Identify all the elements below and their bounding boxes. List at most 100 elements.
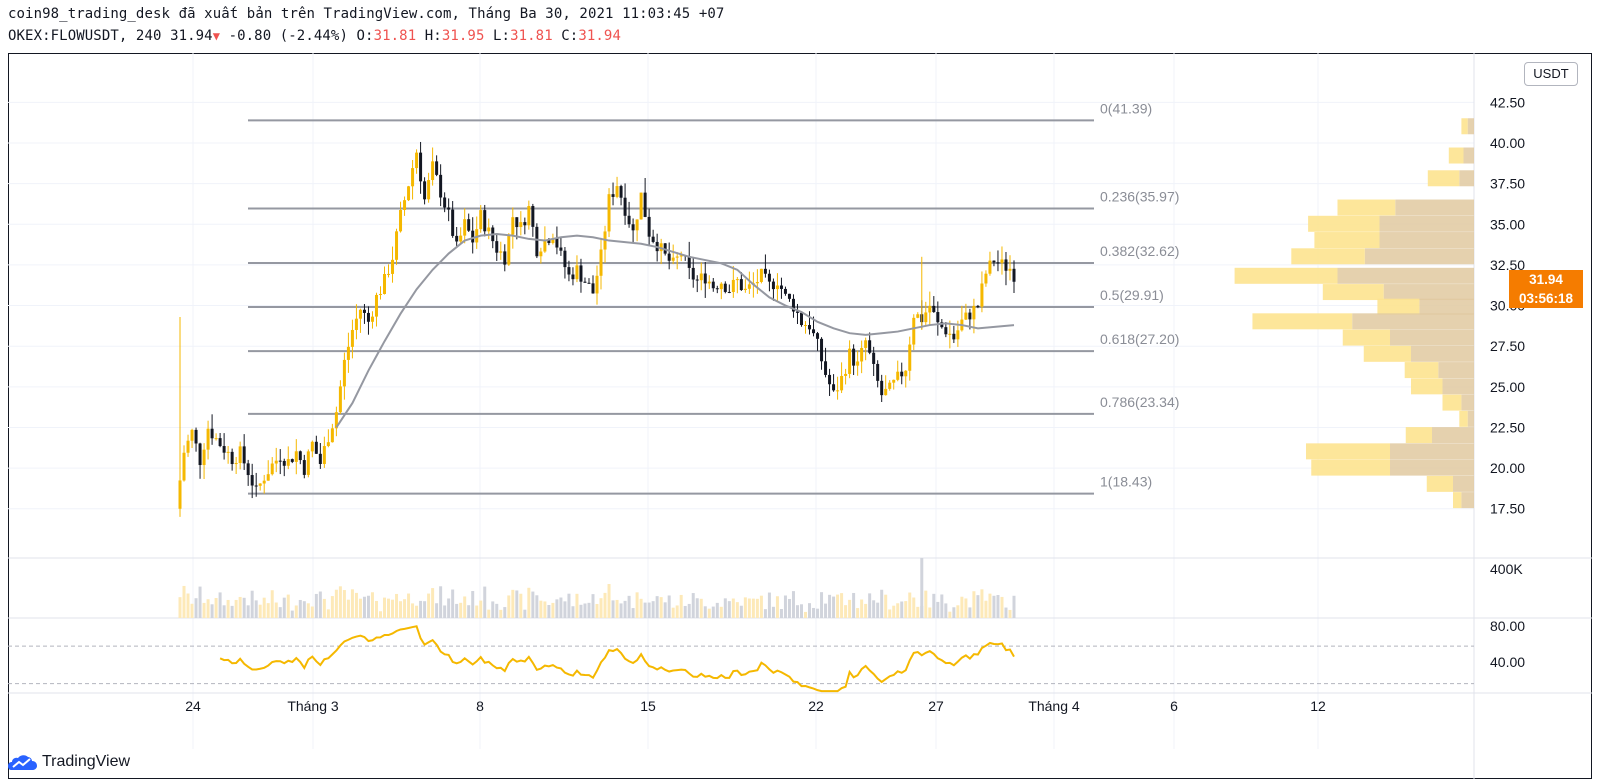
candle-body bbox=[190, 429, 194, 441]
candle-body bbox=[691, 267, 695, 280]
current-price-tag: 31.94 03:56:18 bbox=[1509, 270, 1583, 308]
current-price: 31.94 bbox=[1529, 272, 1563, 287]
time-axis-tick: Tháng 3 bbox=[287, 698, 339, 714]
volume-profile-bar-light bbox=[1377, 298, 1420, 315]
volume-bar bbox=[266, 603, 270, 618]
volume-bar bbox=[988, 593, 992, 618]
candle-body bbox=[419, 152, 423, 182]
fib-level-label: 0.5(29.91) bbox=[1100, 287, 1164, 303]
candle-body bbox=[254, 485, 258, 487]
volume-bar bbox=[996, 595, 1000, 618]
volume-bar bbox=[904, 601, 908, 618]
candle-body bbox=[976, 305, 980, 307]
chart-canvas[interactable]: 0(41.39) 0.236(35.97) 0.382(32.62) 0.5(29.9… bbox=[8, 53, 1592, 779]
candle-body bbox=[659, 243, 663, 252]
candle-body bbox=[455, 235, 459, 242]
candle-body bbox=[900, 371, 904, 377]
volume-profile-bar-dark bbox=[1467, 410, 1474, 427]
volume-bar bbox=[591, 594, 595, 618]
candle-body bbox=[298, 451, 302, 461]
volume-profile-bar-dark bbox=[1467, 118, 1474, 135]
candle-body bbox=[475, 229, 479, 243]
volume-bar bbox=[346, 599, 350, 618]
candle-body bbox=[370, 316, 374, 322]
volume-bar bbox=[671, 607, 675, 618]
volume-bar bbox=[515, 590, 519, 618]
candle-body bbox=[242, 446, 246, 464]
candle-body bbox=[519, 222, 523, 228]
candles bbox=[178, 141, 1016, 517]
volume-bar bbox=[872, 600, 876, 618]
candle-body bbox=[366, 312, 370, 322]
price-axis-tick: 40.00 bbox=[1490, 135, 1525, 151]
volume-bar bbox=[338, 586, 342, 618]
volume-bar bbox=[246, 605, 250, 618]
candle-body bbox=[587, 282, 591, 284]
candle-body bbox=[431, 161, 435, 181]
candle-body bbox=[503, 251, 507, 265]
candle-body bbox=[282, 460, 286, 466]
volume-bar bbox=[711, 606, 715, 618]
candle-body bbox=[182, 452, 186, 481]
candle-body bbox=[731, 279, 735, 292]
candle-body bbox=[599, 249, 603, 276]
candle-body bbox=[463, 219, 467, 236]
candle-body bbox=[892, 379, 896, 383]
candle-body bbox=[912, 317, 916, 345]
candle-body bbox=[735, 279, 739, 281]
candle-body bbox=[226, 451, 230, 453]
volume-bar bbox=[382, 597, 386, 618]
volume-bar bbox=[940, 594, 944, 618]
low-label: L: bbox=[493, 28, 511, 44]
chart-frame[interactable]: 0(41.39) 0.236(35.97) 0.382(32.62) 0.5(29.9… bbox=[8, 53, 1592, 779]
volume-bar bbox=[631, 608, 635, 618]
candle-body bbox=[1008, 268, 1012, 271]
volume-bar bbox=[703, 606, 707, 618]
volume-bar bbox=[419, 600, 423, 618]
time-axis-tick: 6 bbox=[1170, 698, 1178, 714]
volume-bar bbox=[415, 605, 419, 618]
volume-bar bbox=[731, 598, 735, 618]
volume-bar bbox=[214, 598, 218, 618]
volume-bar bbox=[623, 600, 627, 618]
volume-bar bbox=[952, 607, 956, 618]
volume-bar bbox=[767, 592, 771, 618]
high-value: 31.95 bbox=[441, 28, 485, 44]
candle-body bbox=[980, 283, 984, 307]
volume-bar bbox=[306, 603, 310, 618]
tradingview-logo[interactable]: TradingView bbox=[8, 750, 130, 774]
candle-body bbox=[719, 283, 723, 290]
candle-body bbox=[350, 329, 354, 347]
volume-bar bbox=[896, 603, 900, 618]
candle-body bbox=[820, 338, 824, 362]
candle-body bbox=[387, 273, 391, 275]
candle-body bbox=[382, 274, 386, 294]
candle-body bbox=[667, 253, 671, 261]
candle-body bbox=[238, 446, 242, 463]
volume-bar bbox=[972, 591, 976, 618]
candle-body bbox=[427, 180, 431, 200]
candle-body bbox=[322, 446, 326, 464]
volume-bar bbox=[210, 604, 214, 618]
volume-bar bbox=[787, 598, 791, 618]
candle-body bbox=[727, 291, 731, 293]
volume-bar bbox=[366, 595, 370, 618]
candle-body bbox=[346, 346, 350, 360]
currency-badge[interactable]: USDT bbox=[1524, 62, 1578, 86]
volume-bar bbox=[491, 601, 495, 618]
volume-bar bbox=[880, 589, 884, 618]
volume-bar bbox=[948, 611, 952, 618]
volume-bar bbox=[511, 589, 515, 618]
candle-body bbox=[354, 318, 358, 330]
volume-bar bbox=[286, 594, 290, 618]
candle-body bbox=[623, 197, 627, 216]
candle-body bbox=[290, 459, 294, 462]
volume-bar bbox=[1012, 595, 1016, 618]
candle-body bbox=[443, 197, 447, 208]
volume-profile-bar-dark bbox=[1390, 459, 1474, 476]
volume-bar bbox=[984, 600, 988, 618]
candle-body bbox=[555, 238, 559, 248]
volume-bar bbox=[795, 605, 799, 618]
volume-bar bbox=[587, 602, 591, 618]
fib-level-label: 0.786(23.34) bbox=[1100, 394, 1179, 410]
